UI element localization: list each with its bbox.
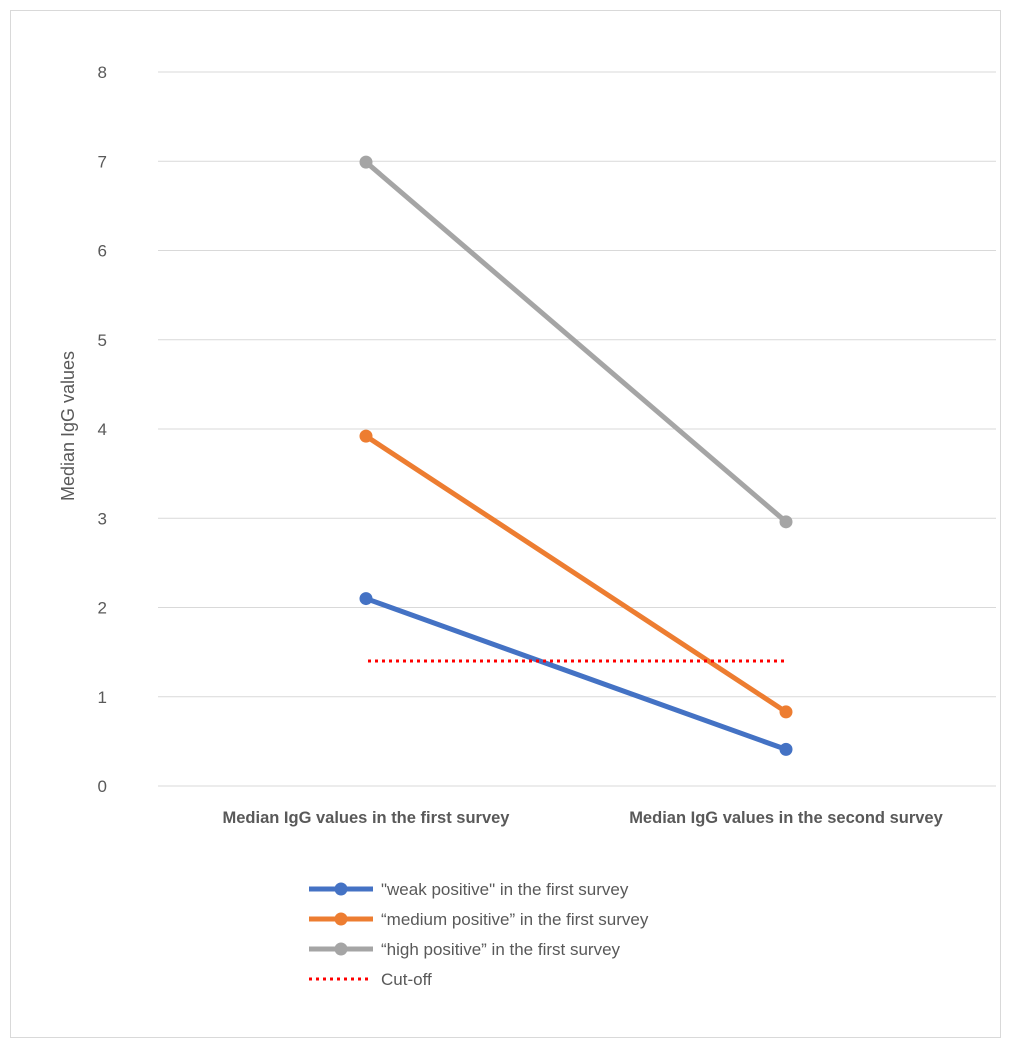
data-point <box>359 429 373 443</box>
y-tick-label: 3 <box>98 509 107 528</box>
series-line <box>363 433 789 715</box>
series-lines <box>359 155 793 756</box>
series-line <box>363 596 789 752</box>
y-tick-label: 5 <box>98 331 107 350</box>
legend-marker <box>334 882 348 896</box>
data-point <box>779 705 793 719</box>
data-point <box>779 515 793 529</box>
y-tick-label: 1 <box>98 688 107 707</box>
y-tick-label: 6 <box>98 242 107 261</box>
legend-label: “high positive” in the first survey <box>381 940 621 959</box>
series-line <box>363 159 789 525</box>
x-category-label: Median IgG values in the first survey <box>222 809 510 827</box>
legend: "weak positive" in the first survey “medi… <box>309 880 649 989</box>
y-tick-label: 7 <box>98 152 107 171</box>
data-point <box>359 592 373 606</box>
data-point <box>779 742 793 756</box>
y-tick-label: 4 <box>98 420 107 439</box>
y-tick-label: 2 <box>98 599 107 618</box>
legend-marker <box>334 912 348 926</box>
legend-marker <box>334 942 348 956</box>
x-category-label: Median IgG values in the second survey <box>629 809 943 827</box>
legend-label: "weak positive" in the first survey <box>381 880 629 899</box>
x-axis-categories: Median IgG values in the first survey Me… <box>222 809 943 827</box>
chart-frame: 0 1 2 3 4 5 6 7 8 Median IgG values Median IgG v… <box>10 10 1001 1038</box>
y-axis-ticks: 0 1 2 3 4 5 6 7 8 <box>98 63 107 796</box>
y-axis-label: Median IgG values <box>58 351 78 501</box>
legend-label: Cut-off <box>381 970 432 989</box>
y-tick-label: 0 <box>98 777 107 796</box>
gridlines <box>158 71 996 787</box>
data-point <box>359 155 373 169</box>
line-chart: 0 1 2 3 4 5 6 7 8 Median IgG values Median IgG v… <box>58 63 996 989</box>
y-tick-label: 8 <box>98 63 107 82</box>
legend-label: “medium positive” in the first survey <box>381 910 649 929</box>
